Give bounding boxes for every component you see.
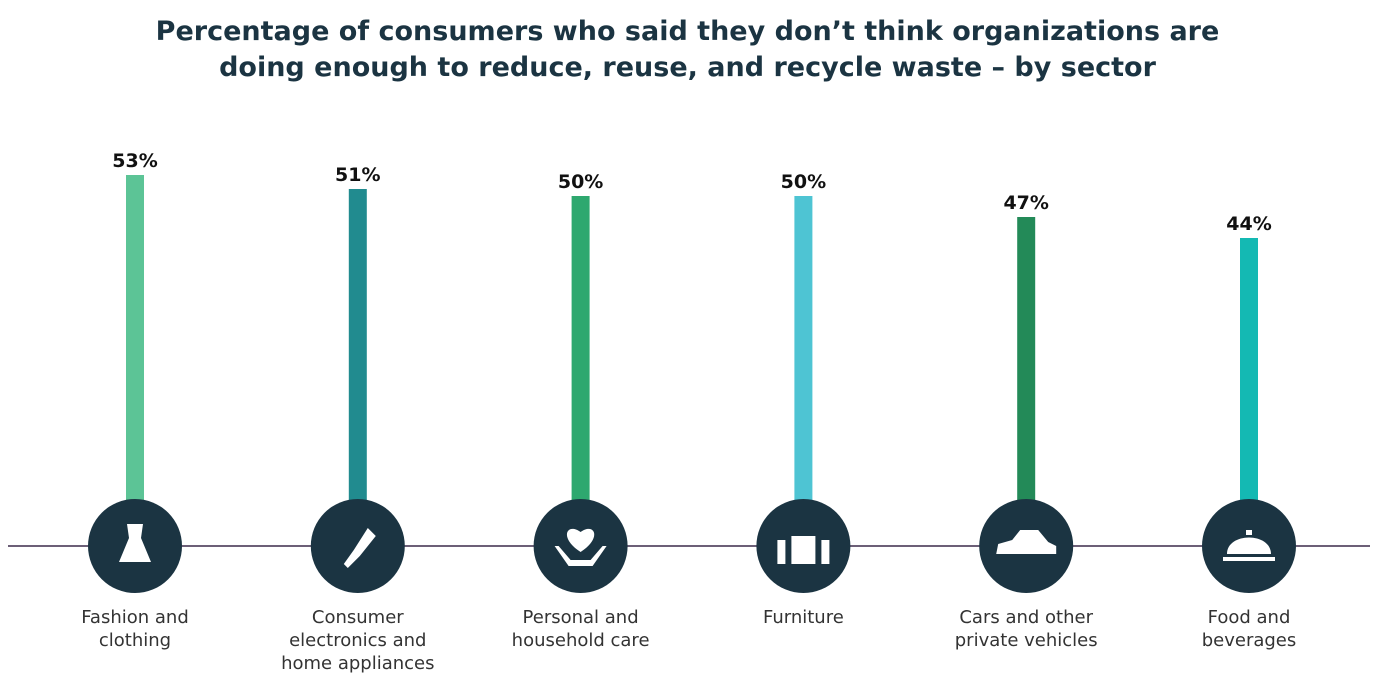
x-tick-label: Consumer electronics and home appliances: [281, 607, 435, 674]
bar: [571, 196, 590, 546]
value-label: 50%: [781, 171, 826, 193]
value-label: 51%: [335, 164, 380, 186]
x-tick-label: Cars and other private vehicles: [954, 607, 1098, 651]
x-tick-label: Fashion and clothing: [81, 607, 189, 651]
bar: [348, 189, 367, 546]
bar: [794, 196, 813, 546]
x-tick-label: Furniture: [762, 607, 844, 628]
bar: [1240, 238, 1258, 546]
chart-title-box: Percentage of consumers who said they do…: [0, 14, 1375, 86]
icon: [1223, 530, 1275, 561]
icon: [554, 528, 607, 566]
value-label: 47%: [1003, 192, 1048, 214]
bar: [126, 175, 144, 546]
icon: [119, 524, 151, 562]
icon: [343, 528, 376, 568]
value-label: 50%: [558, 171, 603, 193]
x-tick-label: Personal and household care: [511, 607, 650, 651]
value-label: 44%: [1226, 213, 1271, 235]
x-tick-label: Food and beverages: [1201, 607, 1297, 651]
icon: [996, 530, 1057, 554]
chart-title: Percentage of consumers who said they do…: [155, 16, 1220, 83]
bar: [1017, 217, 1036, 546]
icon: [777, 536, 830, 564]
value-label: 53%: [112, 150, 157, 172]
